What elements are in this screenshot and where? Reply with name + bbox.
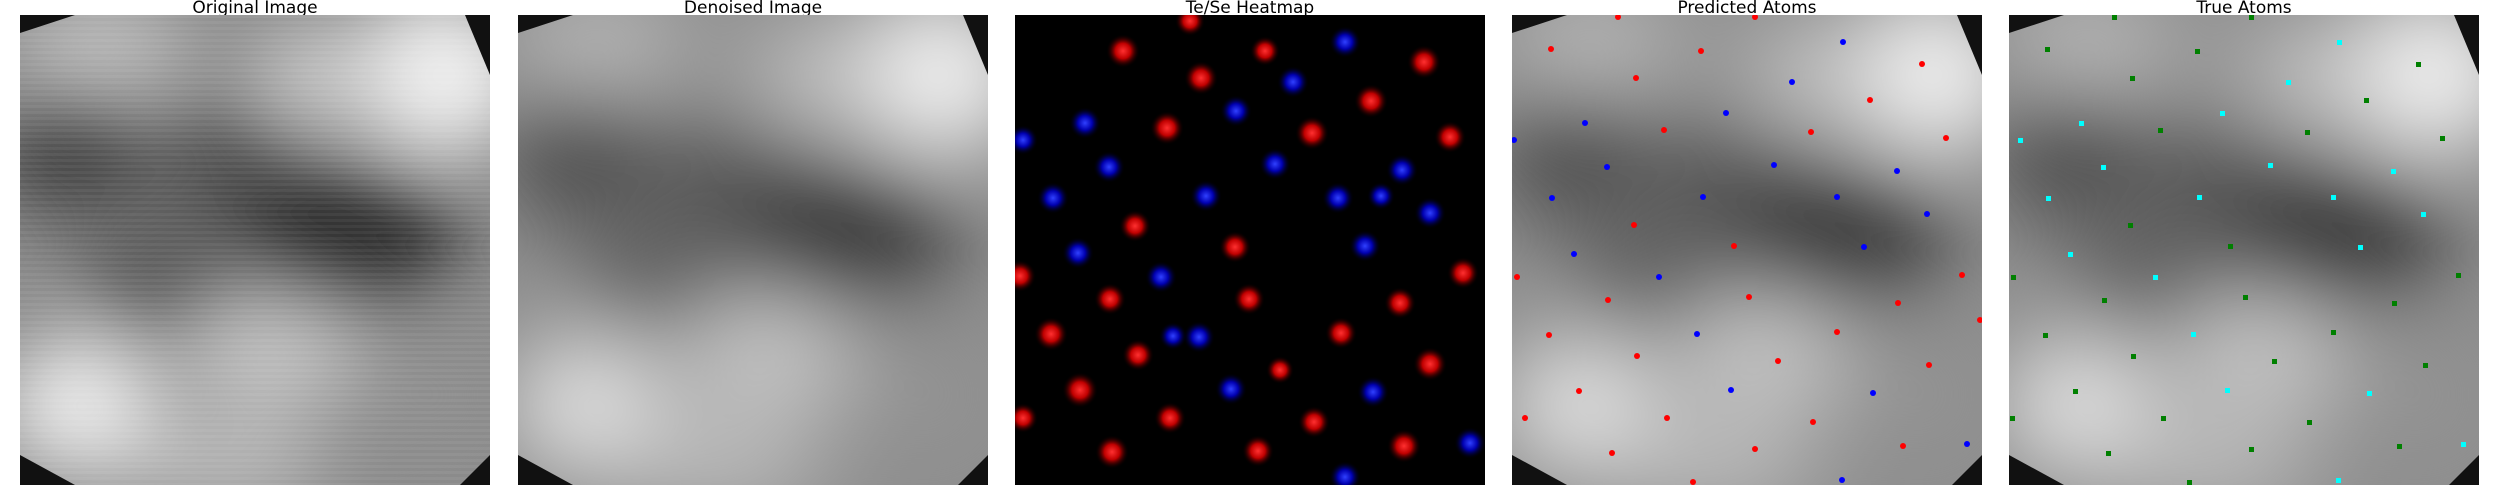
panel-title-true: True Atoms xyxy=(2196,0,2292,18)
panel-title-predicted: Predicted Atoms xyxy=(1677,0,1817,18)
te-se-heatmap xyxy=(1015,15,1485,485)
panel-heatmap: Te/Se Heatmap xyxy=(1015,0,1485,500)
panel-original-image: Original Image xyxy=(20,0,490,500)
panel-title-heatmap: Te/Se Heatmap xyxy=(1185,0,1315,18)
panel-title-original: Original Image xyxy=(192,0,318,18)
panel-true-atoms: True Atoms xyxy=(2009,0,2479,500)
heatmap-te-spots xyxy=(1015,15,1479,469)
predicted-se-markers xyxy=(1512,39,1970,483)
true-te-markers xyxy=(2018,40,2466,483)
panel-denoised-image: Denoised Image xyxy=(518,0,988,500)
predicted-te-markers xyxy=(1514,15,1982,485)
heatmap-se-spots xyxy=(1015,26,1485,485)
panel-title-denoised: Denoised Image xyxy=(683,0,823,18)
true-se-markers xyxy=(2010,15,2461,485)
true-atoms-image xyxy=(2009,15,2479,485)
predicted-atoms-image xyxy=(1512,15,1982,485)
panel-predicted-atoms: Predicted Atoms xyxy=(1512,0,1982,500)
denoised-image xyxy=(518,15,988,485)
original-image xyxy=(20,15,490,485)
